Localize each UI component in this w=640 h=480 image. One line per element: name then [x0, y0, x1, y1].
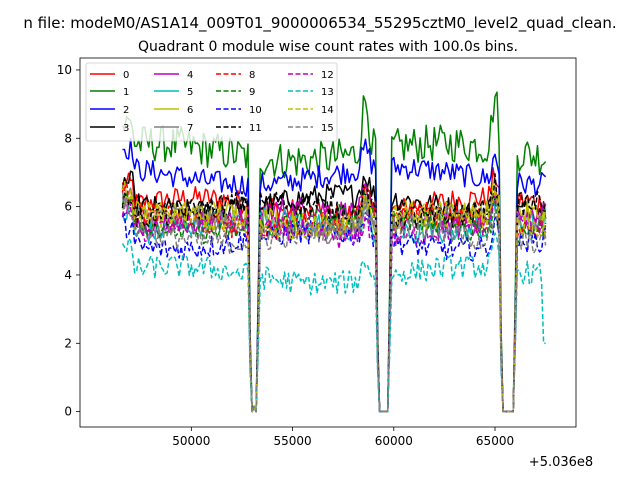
legend-label-3: 3 [123, 123, 129, 134]
y-tick-label: 8 [64, 131, 72, 145]
legend-label-0: 0 [123, 70, 129, 81]
x-offset-label: +5.036e8 [529, 455, 593, 470]
legend-label-8: 8 [249, 70, 255, 81]
legend-label-1: 1 [123, 87, 129, 98]
legend-label-12: 12 [321, 70, 334, 81]
series-line-15 [121, 195, 547, 413]
legend-label-7: 7 [187, 123, 193, 134]
legend-label-5: 5 [187, 87, 193, 98]
legend-label-4: 4 [187, 70, 193, 81]
y-tick-label: 4 [64, 268, 72, 282]
series-line-2 [122, 138, 547, 413]
y-tick-label: 0 [64, 405, 72, 419]
series-line-14 [121, 181, 547, 413]
legend-label-10: 10 [249, 105, 262, 116]
chart-suptitle: n file: modeM0/AS1A14_009T01_9000006534_… [23, 14, 616, 33]
x-tick-label: 60000 [375, 434, 413, 448]
x-tick-label: 55000 [273, 434, 311, 448]
legend-label-2: 2 [123, 105, 129, 116]
series-layer [121, 91, 547, 413]
legend-label-15: 15 [321, 123, 334, 134]
legend-label-13: 13 [321, 87, 334, 98]
y-tick-label: 10 [57, 63, 72, 77]
plot-frame [79, 57, 577, 428]
series-line-9 [121, 191, 547, 413]
x-tick-label: 65000 [476, 434, 514, 448]
series-line-11 [121, 173, 546, 413]
chart-title: Quadrant 0 module wise count rates with … [138, 39, 518, 55]
legend-label-11: 11 [249, 123, 262, 134]
x-tick-label: 50000 [172, 434, 210, 448]
y-tick-label: 2 [64, 336, 72, 350]
legend-box [85, 62, 338, 142]
legend-label-6: 6 [187, 105, 193, 116]
y-tick-label: 6 [64, 200, 72, 214]
legend-label-14: 14 [321, 105, 334, 116]
legend-label-9: 9 [249, 87, 255, 98]
series-line-13 [121, 232, 546, 413]
